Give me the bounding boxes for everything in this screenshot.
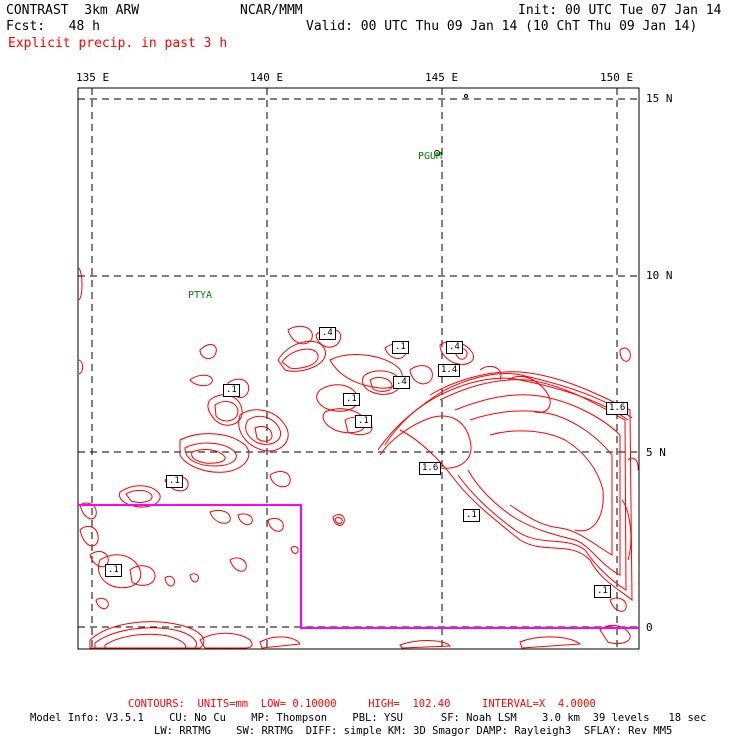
forecast-hour: Fcst: 48 h: [6, 19, 100, 34]
init-time: Init: 00 UTC Tue 07 Jan 14: [518, 3, 722, 18]
contour-label: 1.6: [606, 402, 629, 415]
inner-domain-boundary: [78, 504, 639, 629]
contour-label: .1: [223, 384, 240, 397]
contour-label: 1.6: [419, 462, 442, 475]
lon-label-145: 145 E: [425, 71, 459, 84]
org-label: NCAR/MMM: [240, 3, 303, 18]
station-label-pgum: PGUM: [418, 151, 443, 162]
field-title: Explicit precip. in past 3 h: [8, 36, 228, 51]
contour-label: .1: [166, 475, 183, 488]
contour-label: .4: [319, 327, 336, 340]
contour-label: .1: [355, 415, 372, 428]
contour-info: CONTOURS: UNITS=mm LOW= 0.10000 HIGH= 10…: [128, 698, 596, 710]
contour-label: .4: [393, 376, 410, 389]
lon-label-135: 135 E: [76, 71, 110, 84]
station-markers: [434, 94, 468, 156]
lat-label-10n: 10 N: [646, 269, 673, 282]
map-frame: [77, 87, 640, 650]
contour-label: .1: [105, 564, 122, 577]
contour-label: .1: [343, 393, 360, 406]
station-label-ptya: PTYA: [188, 290, 213, 301]
contour-label: .4: [446, 341, 463, 354]
lon-label-150: 150 E: [600, 71, 634, 84]
lat-label-15n: 15 N: [646, 92, 673, 105]
contour-label: .1: [463, 509, 480, 522]
lon-label-140: 140 E: [250, 71, 284, 84]
contour-label: .1: [594, 585, 611, 598]
contour-label: 1.4: [438, 364, 461, 377]
model-info-line1: Model Info: V3.5.1 CU: No Cu MP: Thompso…: [30, 712, 707, 724]
precip-contours: [78, 267, 639, 649]
lat-lon-grid: [78, 88, 639, 649]
model-title: CONTRAST 3km ARW: [6, 3, 140, 18]
lat-label-5n: 5 N: [646, 446, 666, 459]
model-info-line2: LW: RRTMG SW: RRTMG DIFF: simple KM: 3D …: [154, 725, 673, 737]
lat-label-eq: 0: [646, 621, 653, 634]
valid-time: Valid: 00 UTC Thu 09 Jan 14 (10 ChT Thu …: [306, 19, 698, 34]
contour-label: .1: [392, 341, 409, 354]
